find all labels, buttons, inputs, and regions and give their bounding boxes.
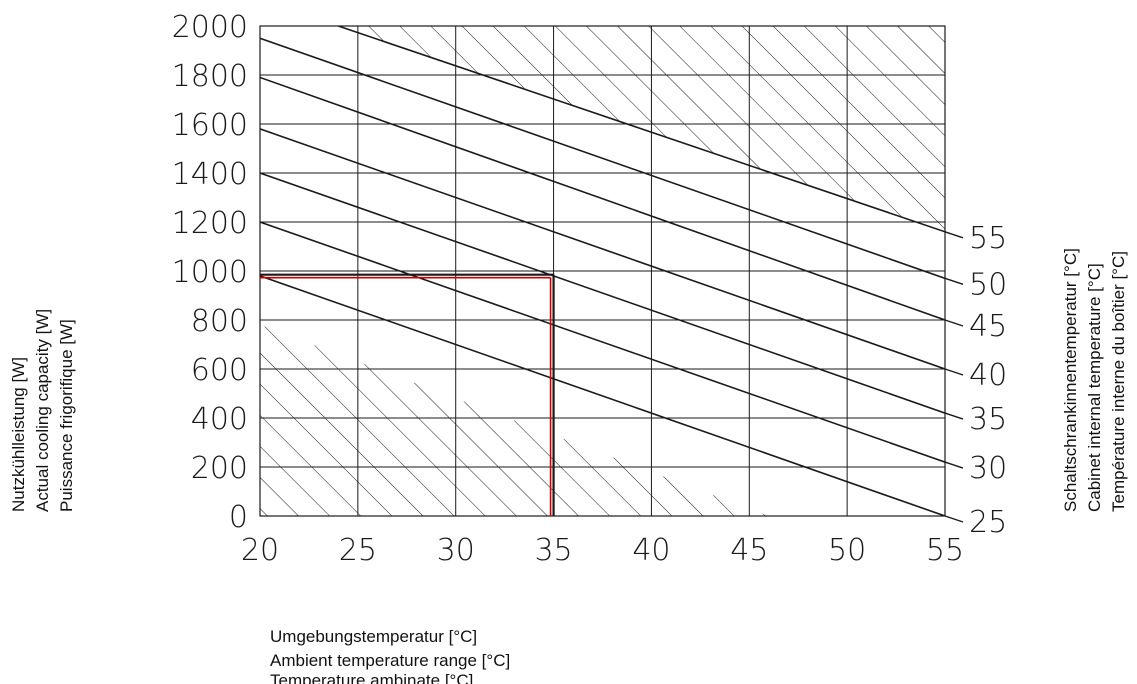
y-tick-label: 400 (191, 402, 248, 437)
y-tick-label: 1200 (172, 206, 248, 241)
y2-tick-labels: 25 30 35 40 45 50 55 (944, 221, 1007, 540)
x-axis-title-line-1: Umgebungstemperatur [°C] (270, 627, 477, 646)
y-tick-label: 600 (191, 353, 248, 388)
series-line-55 (338, 26, 945, 233)
x-tick-label: 20 (241, 533, 279, 568)
y-axis-title-line-1: Nutzkühlleistung [W] (9, 357, 28, 512)
y2-tick-label: 35 (969, 402, 1007, 437)
y-tick-label: 800 (191, 304, 248, 339)
y-tick-label: 1800 (172, 59, 248, 94)
series-lines (260, 26, 945, 516)
x-tick-label: 35 (534, 533, 572, 568)
y2-leader-tick (944, 412, 964, 420)
y2-axis-title-line-2: Cabinet internal temperature [°C] (1085, 263, 1104, 512)
y2-leader-tick (944, 319, 964, 327)
hatched-region-lower (260, 324, 769, 516)
y2-tick-label: 50 (969, 267, 1007, 302)
y2-leader-tick (944, 368, 964, 376)
x-axis-title: Umgebungstemperatur [°C] Ambient tempera… (270, 627, 510, 684)
y2-axis-title: Schaltschrankinnentemperatur [°C] Cabine… (1061, 248, 1128, 512)
x-tick-label: 30 (437, 533, 475, 568)
y-tick-labels: 0 200 400 600 800 1000 1200 1400 1600 1800 2000 (172, 10, 248, 535)
x-tick-labels: 20 25 30 35 40 45 50 55 (241, 533, 964, 568)
y2-tick-label: 25 (969, 505, 1007, 540)
y-tick-label: 2000 (172, 10, 248, 45)
series-line-30 (260, 221, 945, 463)
y2-tick-label: 55 (969, 221, 1007, 256)
y-tick-label: 1000 (172, 255, 248, 290)
plot-frame (259, 25, 946, 517)
x-axis-title-line-2: Ambient temperature range [°C] (270, 651, 510, 670)
y2-axis-title-line-3: Température interne du boîtier [°C] (1109, 251, 1128, 512)
y-tick-label: 1400 (172, 157, 248, 192)
series-line-25 (260, 275, 945, 516)
series-line-50 (260, 37, 945, 280)
y2-leader-tick (944, 515, 964, 523)
x-tick-label: 55 (926, 533, 964, 568)
series-line-40 (260, 128, 945, 370)
series-line-35 (260, 172, 945, 414)
reading-example (260, 273, 555, 516)
y-tick-label: 200 (191, 451, 248, 486)
x-axis-title-line-3: Temperature ambinate [°C] (270, 671, 473, 684)
y2-leader-tick (944, 277, 964, 286)
y2-leader-tick (944, 231, 964, 239)
y-axis-title: Nutzkühlleistung [W] Actual cooling capa… (9, 309, 76, 512)
y2-tick-label: 40 (969, 358, 1007, 393)
y2-leader-tick (944, 461, 964, 469)
y-tick-label: 1600 (172, 108, 248, 143)
x-tick-label: 25 (339, 533, 377, 568)
y-axis-title-line-2: Actual cooling capacity [W] (33, 309, 52, 512)
series-line-45 (260, 76, 945, 321)
y-axis-title-line-3: Puissance frigorifique [W] (57, 319, 76, 512)
x-tick-label: 50 (828, 533, 866, 568)
y2-axis-title-line-1: Schaltschrankinnentemperatur [°C] (1061, 248, 1080, 512)
y-tick-label: 0 (229, 500, 248, 535)
y2-tick-label: 45 (969, 309, 1007, 344)
y2-tick-label: 30 (969, 451, 1007, 486)
x-tick-label: 40 (632, 533, 670, 568)
x-tick-label: 45 (730, 533, 768, 568)
